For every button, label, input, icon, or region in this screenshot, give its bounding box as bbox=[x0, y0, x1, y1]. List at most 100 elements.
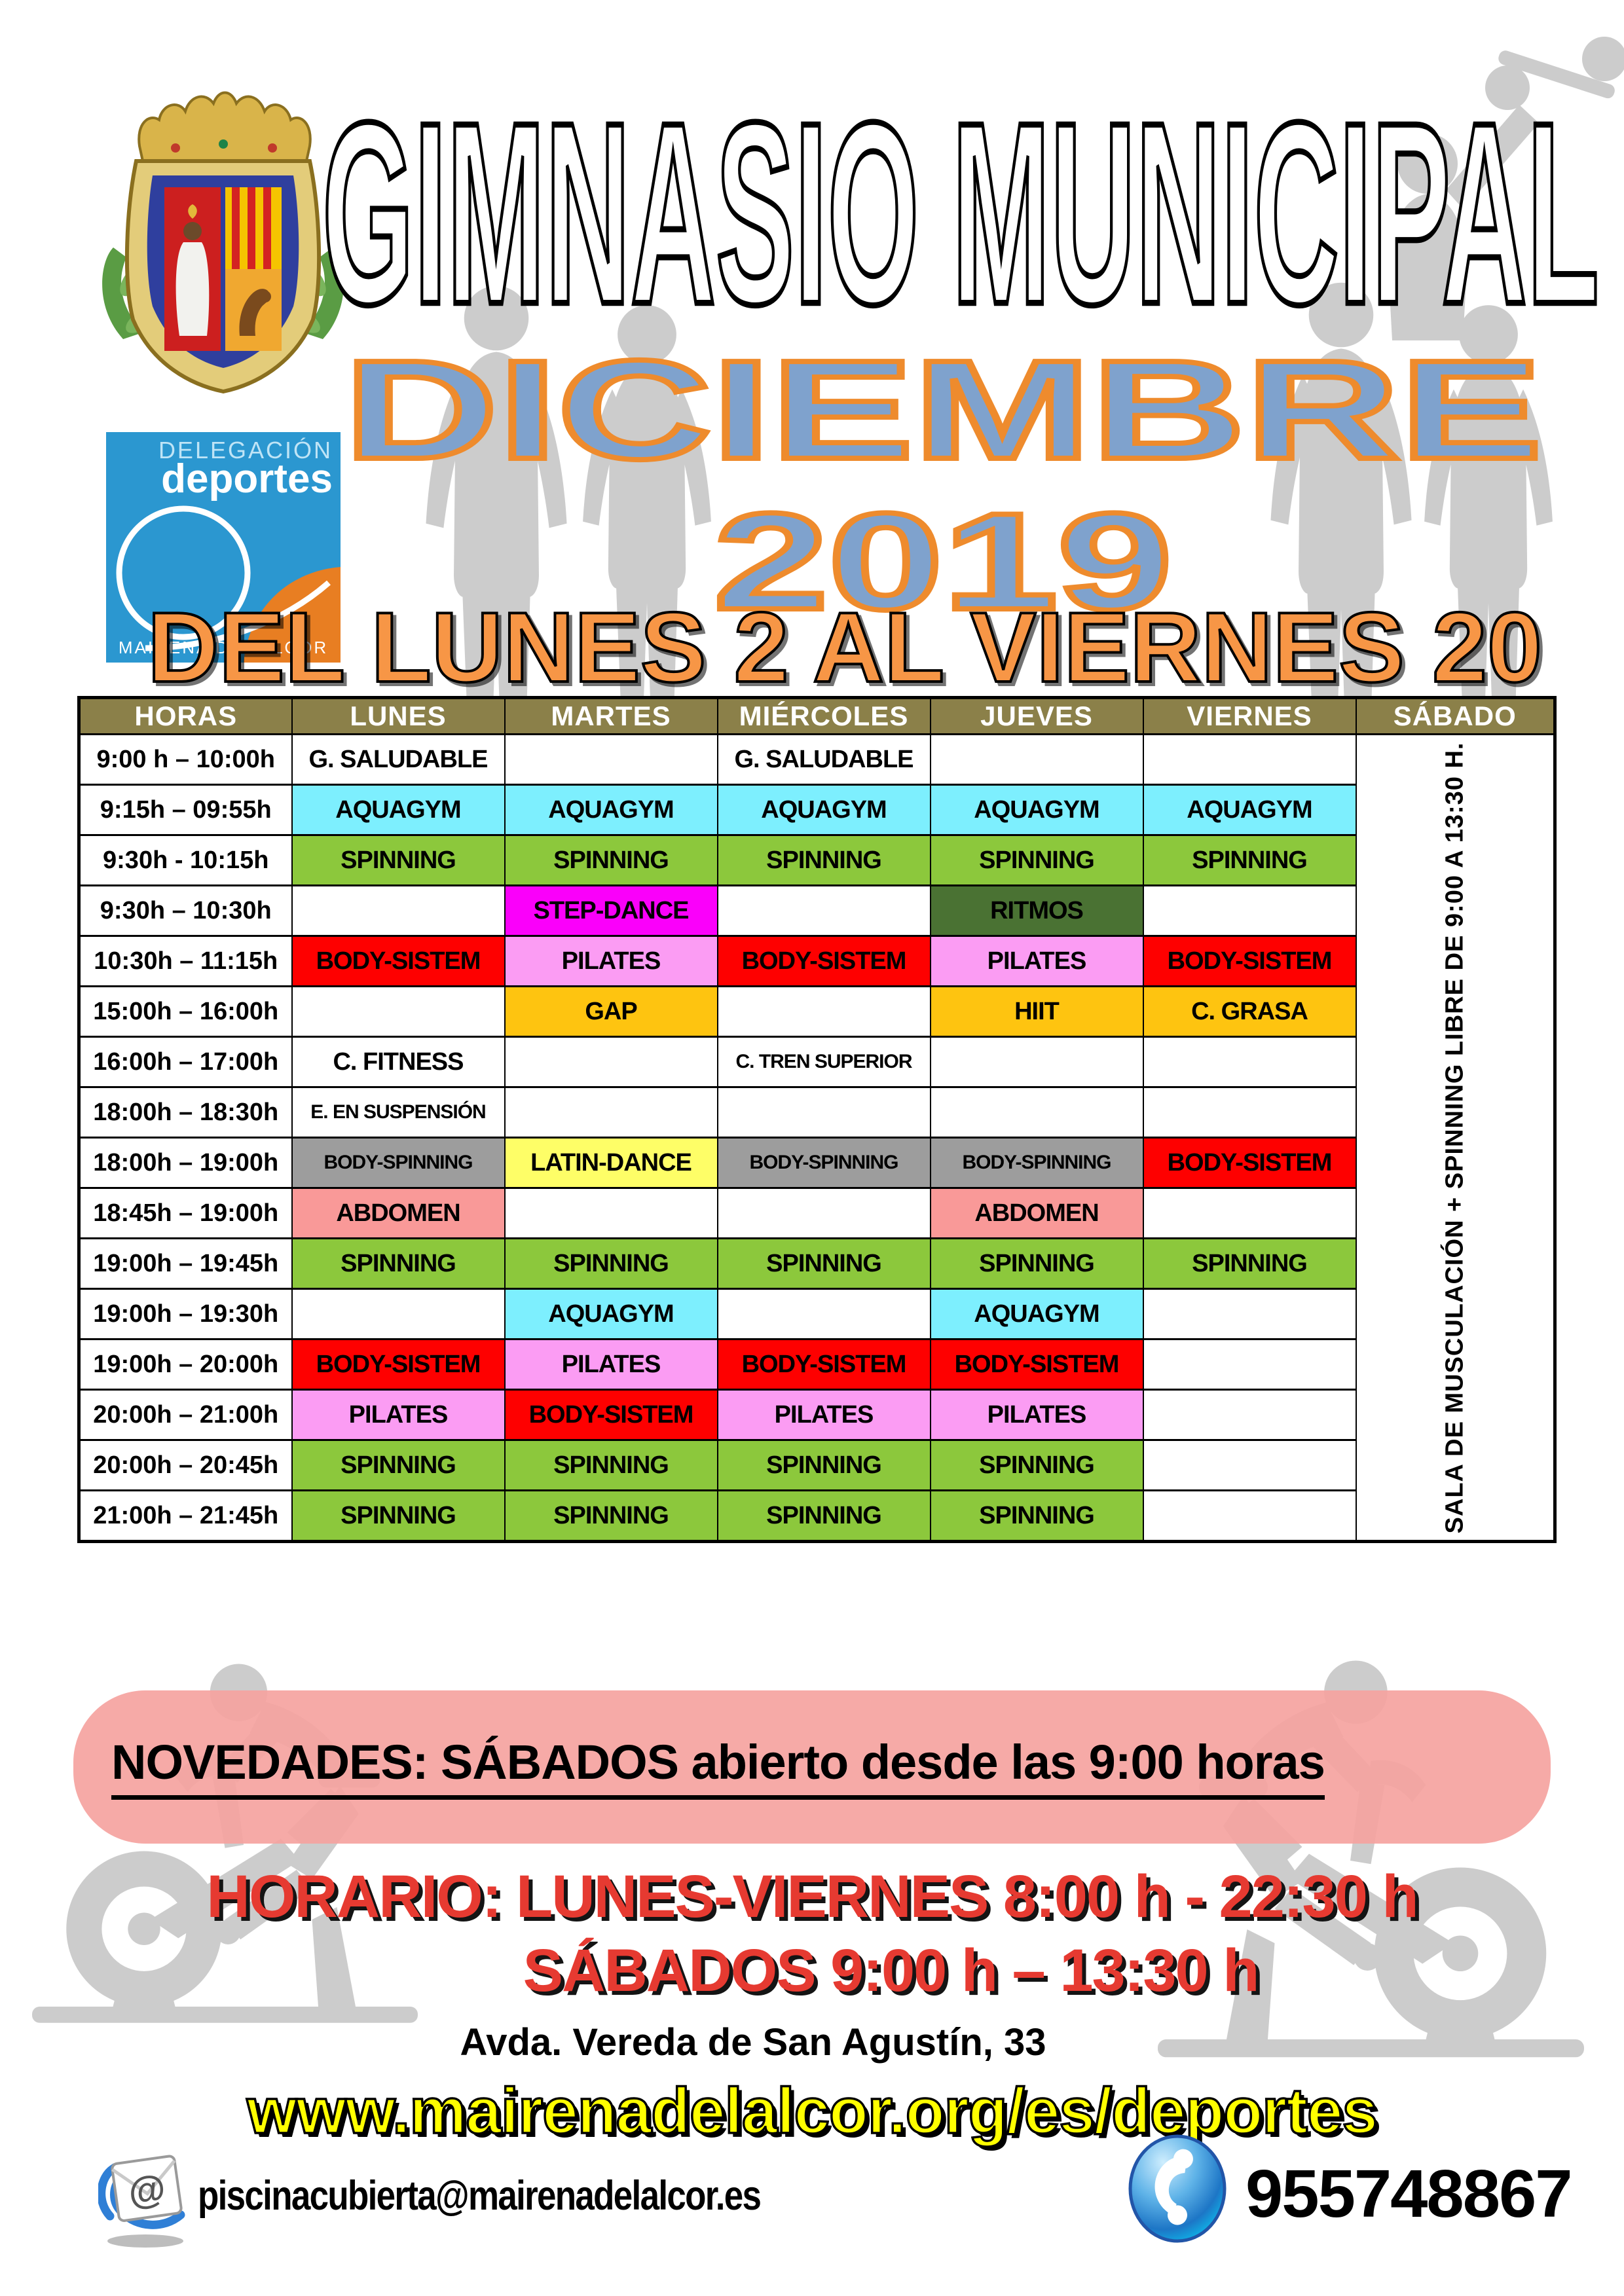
schedule-cell: SPINNING bbox=[716, 1237, 931, 1290]
schedule-cell: AQUAGYM bbox=[929, 784, 1144, 836]
novedades-banner: NOVEDADES: SÁBADOS abierto desde las 9:0… bbox=[73, 1690, 1551, 1844]
table-row: 20:00h – 21:00h PILATES BODY-SISTEM PILATES… bbox=[78, 1389, 1555, 1441]
date-range-text: DEL LUNES 2 AL VIERNES 20 bbox=[147, 592, 1542, 701]
schedule-cell: SPINNING bbox=[716, 834, 931, 886]
schedule-cell: SPINNING bbox=[929, 1489, 1144, 1542]
schedule-cell: GAP bbox=[504, 985, 718, 1038]
column-header-lunes: LUNES bbox=[291, 697, 506, 735]
table-row: 9:15h – 09:55h AQUAGYM AQUAGYM AQUAGYM AQUAG… bbox=[78, 784, 1555, 836]
schedule-cell bbox=[1142, 1036, 1357, 1088]
schedule-cell bbox=[929, 1086, 1144, 1139]
schedule-cell: C. FITNESS bbox=[291, 1036, 506, 1088]
time-cell: 16:00h – 17:00h bbox=[78, 1036, 293, 1088]
time-cell: 9:30h – 10:30h bbox=[78, 884, 293, 937]
schedule-cell: C. TREN SUPERIOR bbox=[716, 1036, 931, 1088]
schedule-table: HORAS LUNES MARTES MIÉRCOLES JUEVES VIERNES SÁ… bbox=[77, 696, 1557, 1543]
schedule-cell bbox=[1142, 1489, 1357, 1542]
schedule-cell: PILATES bbox=[291, 1389, 506, 1441]
schedule-cell: STEP-DANCE bbox=[504, 884, 718, 937]
horario-line-1: HORARIO: LUNES-VIERNES 8:00 h - 22:30 h bbox=[206, 1863, 1418, 1930]
time-cell: 9:30h - 10:15h bbox=[78, 834, 293, 886]
schedule-cell bbox=[716, 884, 931, 937]
logo-footer: MAIRENA DEL ALCOR bbox=[119, 638, 328, 657]
schedule-cell: SPINNING bbox=[929, 1237, 1144, 1290]
schedule-cell: SPINNING bbox=[929, 1439, 1144, 1491]
table-row: 18:00h – 19:00h BODY-SPINNING LATIN-DANCE B… bbox=[78, 1137, 1555, 1189]
schedule-cell bbox=[1142, 1187, 1357, 1239]
schedule-cell bbox=[1142, 1439, 1357, 1491]
delegacion-deportes-logo: DELEGACIÓN deportes MAIRENA DEL ALCOR bbox=[106, 432, 341, 663]
schedule-cell: SPINNING bbox=[716, 1489, 931, 1542]
schedule-cell bbox=[291, 884, 506, 937]
time-cell: 18:45h – 19:00h bbox=[78, 1187, 293, 1239]
email-icon: @ bbox=[98, 2155, 185, 2248]
schedule-cell: ABDOMEN bbox=[929, 1187, 1144, 1239]
svg-text:@: @ bbox=[126, 2166, 168, 2214]
time-cell: 21:00h – 21:45h bbox=[78, 1489, 293, 1542]
schedule-cell: AQUAGYM bbox=[1142, 784, 1357, 836]
table-row: 9:00 h – 10:00h G. SALUDABLE G. SALUDABLE S… bbox=[78, 733, 1556, 1542]
schedule-cell: SPINNING bbox=[504, 1237, 718, 1290]
table-row: 9:30h – 10:30h STEP-DANCE RITMOS bbox=[78, 884, 1555, 937]
column-header-sabado: SÁBADO bbox=[1355, 697, 1556, 735]
phone-icon bbox=[1128, 2134, 1227, 2243]
schedule-cell: BODY-SPINNING bbox=[291, 1137, 506, 1189]
schedule-cell bbox=[291, 985, 506, 1038]
logo-line1: DELEGACIÓN bbox=[158, 437, 333, 464]
time-cell: 15:00h – 16:00h bbox=[78, 985, 293, 1038]
schedule-cell bbox=[1142, 1389, 1357, 1441]
schedule-cell: AQUAGYM bbox=[291, 784, 506, 836]
schedule-cell: RITMOS bbox=[929, 884, 1144, 937]
saturday-note-cell: SALA DE MUSCULACIÓN + SPINNING LIBRE DE … bbox=[1355, 733, 1556, 1542]
schedule-cell bbox=[716, 985, 931, 1038]
schedule-cell: G. SALUDABLE bbox=[291, 733, 506, 786]
table-row: 15:00h – 16:00h GAP HIIT C. GRASA bbox=[78, 985, 1555, 1038]
time-cell: 19:00h – 20:00h bbox=[78, 1338, 293, 1391]
table-row: 18:00h – 18:30h E. EN SUSPENSIÓN bbox=[78, 1086, 1555, 1139]
time-cell: 9:00 h – 10:00h bbox=[78, 733, 293, 786]
schedule-cell bbox=[504, 1187, 718, 1239]
table-row: 10:30h – 11:15h BODY-SISTEM PILATES BODY-SI… bbox=[78, 935, 1555, 987]
schedule-cell: SPINNING bbox=[1142, 1237, 1357, 1290]
schedule-cell: BODY-SISTEM bbox=[1142, 935, 1357, 987]
schedule-cell: PILATES bbox=[504, 935, 718, 987]
schedule-cell: SPINNING bbox=[929, 834, 1144, 886]
schedule-cell bbox=[504, 1086, 718, 1139]
schedule-cell: BODY-SISTEM bbox=[291, 935, 506, 987]
schedule-cell: G. SALUDABLE bbox=[716, 733, 931, 786]
table-row: 19:00h – 20:00h BODY-SISTEM PILATES BODY-SI… bbox=[78, 1338, 1555, 1391]
schedule-cell: AQUAGYM bbox=[929, 1288, 1144, 1340]
schedule-cell: PILATES bbox=[929, 1389, 1144, 1441]
schedule-cell bbox=[1142, 1338, 1357, 1391]
saturday-note-text: SALA DE MUSCULACIÓN + SPINNING LIBRE DE … bbox=[1441, 742, 1469, 1533]
table-row: 21:00h – 21:45h SPINNING SPINNING SPINNING S… bbox=[78, 1489, 1555, 1542]
schedule-cell bbox=[716, 1187, 931, 1239]
schedule-cell bbox=[1142, 733, 1357, 786]
email-address: piscinacubierta@mairenadelalcor.es bbox=[198, 2173, 762, 2219]
column-header-viernes: VIERNES bbox=[1142, 697, 1357, 735]
website-url: www.mairenadelalcor.org/es/deportes bbox=[246, 2073, 1379, 2148]
schedule-cell bbox=[929, 1036, 1144, 1088]
time-cell: 18:00h – 18:30h bbox=[78, 1086, 293, 1139]
schedule-cell bbox=[929, 733, 1144, 786]
schedule-cell: LATIN-DANCE bbox=[504, 1137, 718, 1189]
logo-line2: deportes bbox=[161, 456, 333, 501]
schedule-cell: HIIT bbox=[929, 985, 1144, 1038]
schedule-cell: PILATES bbox=[929, 935, 1144, 987]
schedule-cell: BODY-SPINNING bbox=[929, 1137, 1144, 1189]
schedule-cell: C. GRASA bbox=[1142, 985, 1357, 1038]
town-crest-logo bbox=[102, 91, 344, 394]
poster-title-text: GIMNASIO MUNICIPAL bbox=[322, 85, 1599, 327]
schedule-cell: AQUAGYM bbox=[504, 1288, 718, 1340]
month-title: DICIEMBRE bbox=[341, 331, 1545, 481]
column-header-miercoles: MIÉRCOLES bbox=[716, 697, 931, 735]
schedule-cell: BODY-SISTEM bbox=[716, 935, 931, 987]
schedule-cell: AQUAGYM bbox=[716, 784, 931, 836]
schedule-cell: SPINNING bbox=[504, 834, 718, 886]
schedule-cell: PILATES bbox=[716, 1389, 931, 1441]
time-cell: 19:00h – 19:30h bbox=[78, 1288, 293, 1340]
phone-number: 955748867 bbox=[1246, 2156, 1573, 2231]
schedule-cell: BODY-SPINNING bbox=[716, 1137, 931, 1189]
schedule-cell bbox=[504, 733, 718, 786]
